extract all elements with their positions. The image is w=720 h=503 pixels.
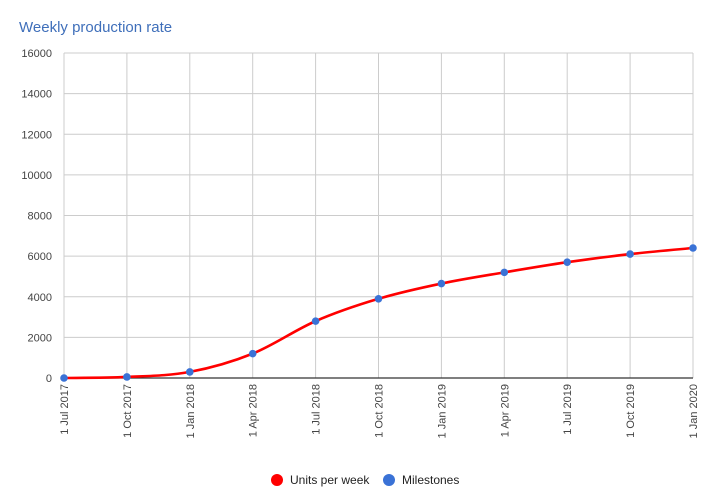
- y-tick-label-10000: 10000: [21, 170, 52, 182]
- grid-lines: [63, 52, 694, 379]
- milestone-point-1-apr-2018[interactable]: [248, 349, 257, 358]
- y-tick-label-12000: 12000: [21, 129, 52, 141]
- x-tick-label-1-apr-2019: 1 Apr 2019: [499, 384, 511, 437]
- series-layer: [60, 244, 697, 382]
- milestone-point-1-jul-2018[interactable]: [311, 317, 320, 325]
- milestone-point-1-jul-2017[interactable]: [60, 374, 68, 382]
- legend: Units per week Milestones: [271, 473, 459, 487]
- milestone-point-1-jul-2019[interactable]: [563, 258, 571, 267]
- x-tick-label-1-oct-2017: 1 Oct 2017: [122, 384, 134, 438]
- legend-label-units-per-week: Units per week: [290, 473, 370, 487]
- chart-title: Weekly production rate: [19, 19, 172, 36]
- milestone-point-1-oct-2018[interactable]: [374, 294, 383, 303]
- milestone-point-1-jan-2019[interactable]: [437, 279, 446, 288]
- y-tick-label-8000: 8000: [28, 211, 52, 223]
- legend-label-milestones: Milestones: [402, 473, 459, 487]
- x-axis-tick-labels: 1 Jul 2017 1 Oct 2017 1 Jan 2018 1 Apr 2018…: [59, 384, 700, 438]
- legend-item-units-per-week[interactable]: Units per week: [271, 473, 370, 487]
- y-tick-label-2000: 2000: [28, 332, 52, 344]
- legend-item-milestones[interactable]: Milestones: [383, 473, 459, 487]
- milestone-point-1-jan-2020[interactable]: [689, 244, 697, 252]
- y-axis-tick-labels: 0 2000 4000 6000 8000 10000 12000 14000 16000: [21, 48, 52, 385]
- y-tick-label-14000: 14000: [21, 89, 52, 101]
- x-tick-label-1-apr-2018: 1 Apr 2018: [248, 384, 260, 437]
- x-tick-label-1-jul-2017: 1 Jul 2017: [59, 384, 71, 435]
- y-tick-label-0: 0: [46, 373, 52, 385]
- milestone-point-1-apr-2019[interactable]: [500, 268, 509, 277]
- y-tick-label-16000: 16000: [21, 48, 52, 60]
- milestone-point-1-jan-2018[interactable]: [186, 368, 194, 376]
- x-tick-label-1-jul-2019: 1 Jul 2019: [562, 384, 574, 435]
- y-tick-label-6000: 6000: [28, 251, 52, 263]
- x-tick-label-1-jan-2019: 1 Jan 2019: [436, 384, 448, 438]
- y-tick-label-4000: 4000: [28, 292, 52, 304]
- legend-swatch-milestones: [383, 474, 395, 486]
- legend-swatch-units-per-week: [271, 474, 283, 486]
- milestone-point-1-oct-2019[interactable]: [626, 250, 634, 258]
- x-tick-label-1-oct-2018: 1 Oct 2018: [374, 384, 386, 438]
- x-tick-label-1-jan-2018: 1 Jan 2018: [185, 384, 197, 438]
- x-tick-label-1-jul-2018: 1 Jul 2018: [311, 384, 323, 435]
- x-tick-label-1-oct-2019: 1 Oct 2019: [625, 384, 637, 438]
- x-tick-label-1-jan-2020: 1 Jan 2020: [688, 384, 700, 438]
- milestone-point-1-oct-2017[interactable]: [123, 373, 131, 381]
